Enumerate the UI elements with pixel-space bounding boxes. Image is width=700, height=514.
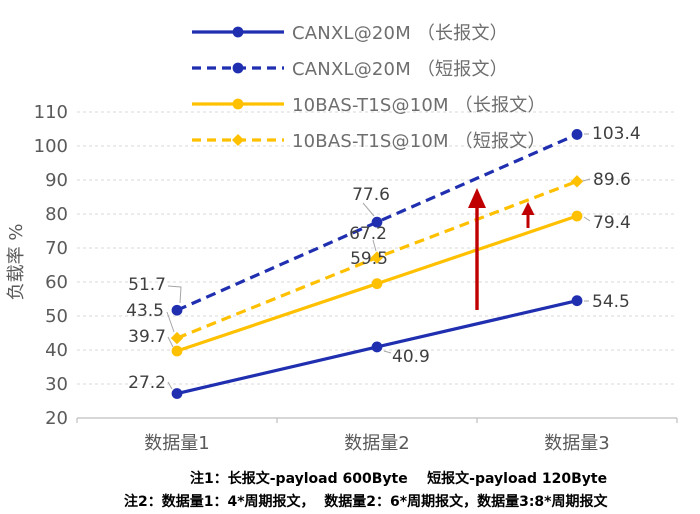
y-tick-label: 110: [34, 102, 68, 123]
data-label: 27.2: [128, 373, 166, 393]
data-point-circle: [371, 341, 383, 353]
legend-label-10bast1s-short: 10BAS-T1S@10M （短报文）: [292, 131, 546, 152]
data-label: 89.6: [593, 170, 631, 190]
data-label: 40.9: [392, 347, 430, 367]
data-label: 103.4: [592, 124, 641, 144]
legend-swatch-10bast1s-short-icon: [192, 134, 284, 146]
y-tick-label: 60: [45, 272, 68, 293]
legend-item-10bast1s-long: 10BAS-T1S@10M （长报文）: [192, 86, 546, 122]
y-tick-label: 70: [45, 238, 68, 259]
data-point-circle: [571, 295, 583, 307]
data-point-circle: [571, 210, 583, 222]
y-tick-label: 40: [45, 340, 68, 361]
label-leader-line: [362, 202, 375, 217]
legend-swatch-canxl-long-icon: [192, 26, 284, 38]
legend-marker-circle: [232, 62, 244, 74]
series-line-1: [176, 132, 578, 312]
data-point-circle: [171, 345, 183, 357]
data-point-diamond: [370, 251, 384, 264]
data-label: 77.6: [352, 185, 390, 205]
data-label: 79.4: [593, 213, 631, 233]
data-point-diamond: [170, 331, 184, 345]
y-tick-label: 30: [45, 374, 68, 395]
footnote-payload: 注1：长报文-payload 600Byte 短报文-payload 120By…: [190, 471, 608, 487]
y-tick-label: 50: [45, 306, 68, 327]
data-point-diamond: [570, 175, 584, 188]
data-label: 43.5: [126, 301, 164, 321]
y-tick-label: 100: [34, 136, 68, 157]
legend-label-10bast1s-long: 10BAS-T1S@10M （长报文）: [292, 95, 546, 116]
trend-arrow-head: [468, 188, 486, 208]
legend-label-canxl-short: CANXL@20M （短报文）: [292, 59, 508, 80]
legend-item-canxl-long: CANXL@20M （长报文）: [192, 14, 546, 50]
legend-marker-diamond: [232, 134, 244, 146]
label-leader-line: [167, 285, 182, 304]
legend-item-10bast1s-short: 10BAS-T1S@10M （短报文）: [192, 122, 546, 158]
data-label: 59.5: [350, 249, 388, 269]
data-point-circle: [171, 304, 183, 316]
data-point-circle: [371, 216, 383, 228]
legend-swatch-canxl-short-icon: [192, 62, 284, 74]
data-label: 51.7: [128, 275, 166, 295]
x-category-label: 数据量1: [144, 433, 209, 454]
data-label: 39.7: [128, 327, 166, 347]
label-leader-line: [166, 311, 175, 333]
x-category-label: 数据量3: [544, 433, 609, 454]
label-leader-line: [167, 336, 174, 348]
legend-marker-circle: [232, 98, 244, 110]
label-leader-line: [582, 178, 591, 182]
data-label: 67.2: [349, 224, 387, 244]
y-tick-label: 90: [45, 170, 68, 191]
legend-item-canxl-short: CANXL@20M （短报文）: [192, 50, 546, 86]
chart-legend: CANXL@20M （长报文） CANXL@20M （短报文） 10BAS-T1…: [192, 14, 546, 158]
legend-label-canxl-long: CANXL@20M （长报文）: [292, 23, 508, 44]
data-point-circle: [571, 129, 583, 140]
data-label: 54.5: [592, 292, 630, 312]
label-leader-line: [167, 381, 173, 390]
legend-swatch-10bast1s-long-icon: [192, 98, 284, 110]
footnote-data-volume: 注2：数据量1：4*周期报文， 数据量2：6*周期报文，数据量3:8*周期报文: [124, 494, 608, 510]
y-tick-label: 20: [45, 408, 68, 429]
x-category-label: 数据量2: [344, 433, 409, 454]
y-tick-label: 80: [45, 204, 68, 225]
label-leader-line: [583, 216, 591, 222]
legend-marker-circle: [232, 26, 244, 38]
trend-arrow-head: [521, 202, 535, 215]
y-axis-title: 负载率 %: [6, 224, 27, 301]
data-point-circle: [171, 388, 183, 399]
label-leader-line: [383, 350, 392, 354]
data-point-circle: [371, 278, 383, 290]
label-leader-line: [372, 239, 377, 252]
